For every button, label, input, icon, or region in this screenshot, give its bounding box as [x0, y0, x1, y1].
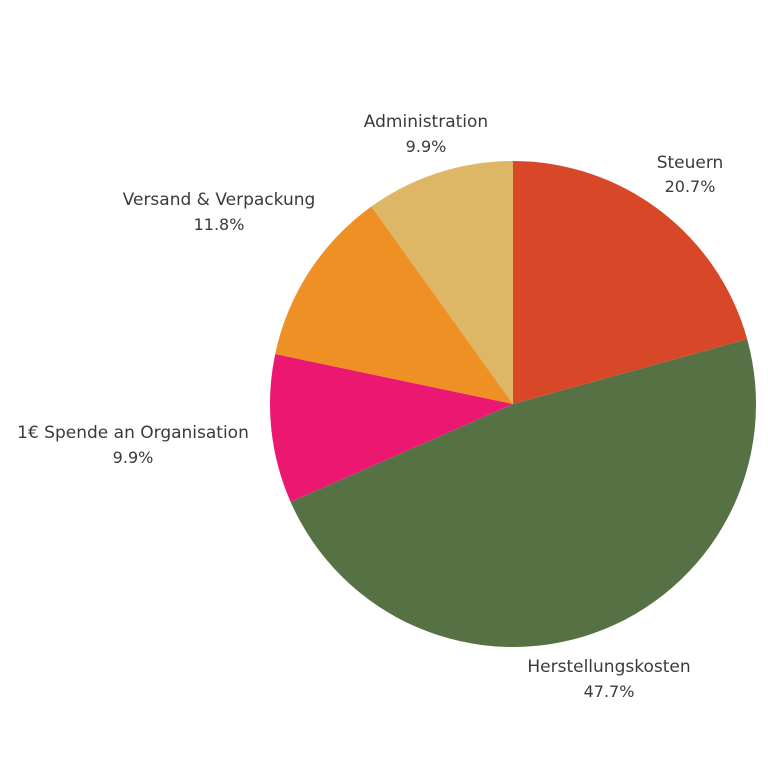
slice-versand-value: 11.8% — [194, 215, 245, 234]
slice-steuern-value: 20.7% — [665, 177, 716, 196]
slice-spende-label: 1€ Spende an Organisation — [17, 423, 249, 443]
pie-slice-1 — [290, 339, 756, 647]
pie-slice-2 — [270, 353, 513, 502]
pie-slices — [270, 161, 756, 647]
slice-steuern-label-group: Steuern 20.7% — [657, 153, 724, 196]
slice-versand-label-group: Versand & Verpackung 11.8% — [123, 190, 316, 234]
slice-administration-label-group: Administration 9.9% — [364, 112, 488, 156]
slice-spende-value: 9.9% — [113, 448, 154, 467]
slice-herstellungskosten-value: 47.7% — [584, 682, 635, 701]
slice-administration-label: Administration — [364, 112, 488, 132]
pie-slice-3 — [275, 206, 513, 404]
slice-herstellungskosten-label-group: Herstellungskosten 47.7% — [527, 657, 690, 701]
slice-steuern-label: Steuern — [657, 153, 724, 173]
slice-administration-value: 9.9% — [406, 137, 447, 156]
slice-spende-label-group: 1€ Spende an Organisation 9.9% — [17, 423, 249, 467]
slice-herstellungskosten-label: Herstellungskosten — [527, 657, 690, 677]
slice-versand-label: Versand & Verpackung — [123, 190, 316, 210]
pie-slice-4 — [371, 161, 513, 404]
pie-slice-0 — [513, 161, 748, 404]
